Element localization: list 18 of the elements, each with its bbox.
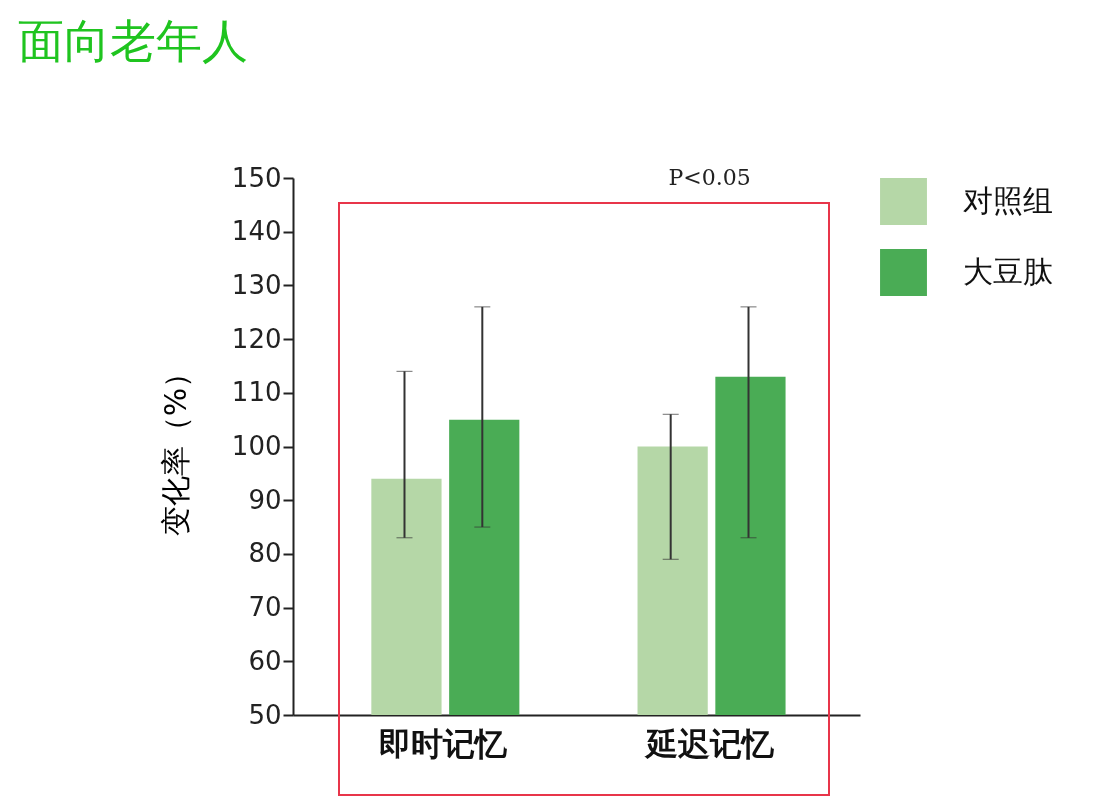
y-tick-label: 70: [248, 592, 282, 623]
y-tick-label: 120: [231, 323, 282, 354]
annotation: P<0.05: [668, 165, 751, 190]
y-tick-label: 140: [231, 216, 282, 247]
y-tick-label: 60: [248, 645, 282, 676]
y-tick-label: 130: [231, 269, 282, 300]
y-tick-label: 90: [248, 484, 282, 515]
y-axis-title: 变化率（%）: [157, 357, 193, 537]
y-tick-label: 80: [248, 538, 282, 569]
y-tick-label: 150: [231, 162, 282, 193]
chart-title: 面向老年人: [18, 14, 248, 68]
y-tick-label: 110: [231, 377, 282, 408]
y-tick-label: 50: [248, 699, 282, 730]
legend-label: 大豆肽: [963, 253, 1053, 289]
x-tick-label: 即时记忆: [379, 724, 508, 763]
legend-label: 对照组: [963, 182, 1053, 218]
x-tick-label: 延迟记忆: [643, 724, 774, 763]
y-tick-label: 100: [231, 431, 282, 461]
